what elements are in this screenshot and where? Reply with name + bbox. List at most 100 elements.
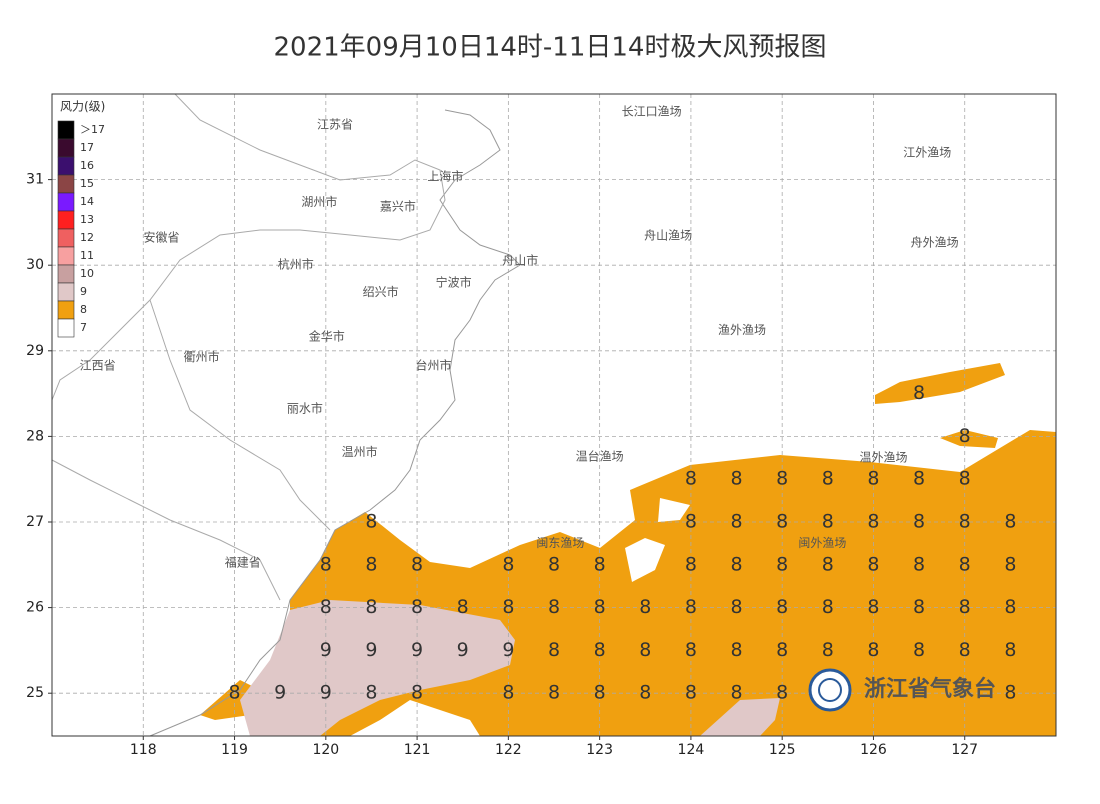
legend-label: 9 — [80, 285, 87, 298]
wind-level-label: 9 — [457, 639, 469, 661]
place-label: 杭州市 — [278, 257, 314, 272]
wind-level-label: 8 — [867, 511, 879, 533]
wind-level-label: 8 — [594, 596, 606, 618]
place-label: 丽水市 — [287, 401, 323, 416]
place-label: 台州市 — [416, 358, 452, 373]
x-tick-label: 122 — [495, 742, 522, 758]
legend-swatch — [57, 120, 75, 140]
wind-level-label: 8 — [867, 553, 879, 575]
wind-level-label: 8 — [411, 596, 423, 618]
wind-level-label: 8 — [822, 596, 834, 618]
legend-label: ＞17 — [80, 123, 105, 136]
wind-level-label: 8 — [548, 553, 560, 575]
legend-swatch — [57, 138, 75, 158]
wind-level-label: 8 — [320, 596, 332, 618]
place-label: 衢州市 — [184, 349, 220, 364]
wind-level-label: 8 — [867, 468, 879, 490]
wind-level-label: 8 — [685, 682, 697, 704]
legend-label: 8 — [80, 303, 87, 316]
wind-level-label: 8 — [776, 511, 788, 533]
x-tick-label: 119 — [221, 742, 248, 758]
place-label: 温州市 — [342, 444, 378, 459]
place-label: 渔外渔场 — [718, 323, 766, 337]
province-border — [51, 459, 281, 601]
wind-level-label: 8 — [776, 596, 788, 618]
wind-level-label: 9 — [502, 639, 514, 661]
wind-level-label: 8 — [730, 596, 742, 618]
place-label: 闽东渔场 — [536, 536, 584, 550]
legend-label: 17 — [80, 141, 94, 154]
legend-label: 12 — [80, 231, 94, 244]
place-label: 绍兴市 — [363, 284, 399, 299]
y-tick-label: 31 — [26, 172, 44, 188]
x-tick-label: 121 — [404, 742, 431, 758]
wind-level-label: 8 — [913, 553, 925, 575]
wind-level-label: 9 — [411, 639, 423, 661]
wind-level-label: 8 — [776, 553, 788, 575]
wind-area-8 — [940, 430, 998, 448]
x-tick-label: 126 — [860, 742, 887, 758]
wind-level-label: 8 — [822, 639, 834, 661]
legend-label: 15 — [80, 177, 94, 190]
legend-label: 13 — [80, 213, 94, 226]
wind-area-9 — [700, 698, 780, 736]
legend-label: 10 — [80, 267, 94, 280]
wind-level-label: 8 — [1004, 639, 1016, 661]
wind-level-label: 8 — [228, 682, 240, 704]
legend-label: 7 — [80, 321, 87, 334]
wind-area-9 — [240, 600, 515, 736]
legend-label: 11 — [80, 249, 94, 262]
x-tick-label: 120 — [312, 742, 339, 758]
place-label: 舟山市 — [502, 252, 538, 267]
wind-level-label: 8 — [730, 511, 742, 533]
map-area — [51, 93, 1057, 737]
wind-level-label: 8 — [913, 468, 925, 490]
wind-level-label: 8 — [730, 468, 742, 490]
wind-level-label: 9 — [365, 639, 377, 661]
place-label: 上海市 — [427, 169, 463, 184]
wind-level-label: 8 — [365, 682, 377, 704]
title: 2021年09月10日14时-11日14时极大风预报图 — [274, 33, 827, 63]
logo-emblem-inner — [818, 678, 842, 702]
wind-level-label: 8 — [913, 639, 925, 661]
legend-label: 14 — [80, 195, 94, 208]
legend-swatch — [57, 300, 75, 320]
wind-level-label: 8 — [959, 511, 971, 533]
y-tick-label: 26 — [26, 600, 44, 616]
logo-text: 浙江省气象台 — [864, 676, 996, 702]
wind-level-label: 8 — [822, 511, 834, 533]
place-label: 宁波市 — [436, 275, 472, 290]
wind-level-label: 8 — [959, 596, 971, 618]
place-label: 长江口渔场 — [622, 104, 682, 118]
wind-level-label: 8 — [913, 596, 925, 618]
wind-level-label: 8 — [730, 682, 742, 704]
wind-level-label: 8 — [639, 682, 651, 704]
place-label: 金华市 — [309, 329, 345, 344]
y-tick-label: 30 — [26, 257, 44, 273]
wind-level-label: 8 — [776, 468, 788, 490]
x-tick-label: 124 — [678, 742, 705, 758]
legend-swatch — [57, 174, 75, 194]
legend-swatch — [57, 318, 75, 338]
wind-level-label: 8 — [411, 682, 423, 704]
wind-level-label: 8 — [1004, 553, 1016, 575]
place-label: 舟山渔场 — [644, 229, 692, 243]
wind-level-label: 8 — [320, 553, 332, 575]
wind-level-label: 8 — [822, 553, 834, 575]
legend-swatch — [57, 228, 75, 248]
place-label: 湖州市 — [301, 194, 337, 209]
wind-level-label: 8 — [548, 596, 560, 618]
wind-level-label: 8 — [365, 596, 377, 618]
place-label: 福建省 — [225, 555, 261, 570]
wind-level-label: 8 — [959, 639, 971, 661]
wind-level-label: 8 — [959, 425, 971, 447]
wind-level-label: 8 — [639, 596, 651, 618]
land-island — [625, 538, 665, 582]
wind-level-label: 8 — [822, 468, 834, 490]
place-label: 温台渔场 — [576, 448, 624, 463]
legend-swatch — [57, 282, 75, 302]
wind-level-label: 9 — [274, 682, 286, 704]
map-frame — [51, 93, 1057, 737]
wind-level-label: 8 — [594, 639, 606, 661]
